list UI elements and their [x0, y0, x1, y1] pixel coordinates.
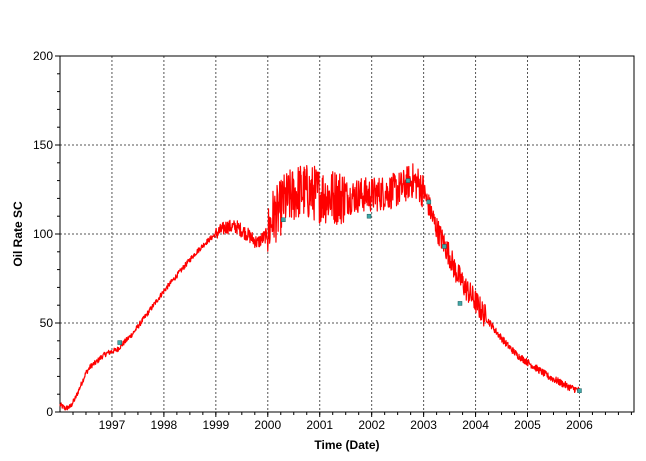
- plot-frame: [59, 55, 635, 413]
- x-tick-label: 2005: [514, 418, 541, 432]
- data-marker: [577, 388, 582, 393]
- y-tick-label: 150: [33, 138, 53, 152]
- data-marker: [426, 199, 432, 205]
- x-tick-label: 2000: [254, 418, 281, 432]
- y-tick-label: 0: [46, 405, 53, 419]
- markers-layer: [117, 178, 582, 393]
- x-tick-label: 2002: [358, 418, 385, 432]
- x-axis-title: Time (Date): [314, 438, 379, 452]
- grid: [60, 56, 634, 412]
- y-tick-label: 200: [33, 49, 53, 63]
- data-marker: [117, 340, 122, 345]
- data-marker: [281, 217, 286, 223]
- x-tick-label: 2001: [306, 418, 333, 432]
- x-tick-label: 1999: [202, 418, 229, 432]
- data-marker: [457, 301, 463, 306]
- x-tick-label: 2006: [566, 418, 593, 432]
- x-tick-labels: 1997 1998 1999 2000 2001 2002 2003 2004 2005 2006: [99, 418, 594, 432]
- y-tick-labels: 0 50 100 150 200: [33, 49, 53, 419]
- axis-ticks: [55, 55, 632, 417]
- x-tick-label: 2003: [410, 418, 437, 432]
- oil-rate-line: [59, 163, 580, 411]
- data-marker: [366, 213, 372, 219]
- x-tick-label: 1998: [151, 418, 178, 432]
- y-tick-label: 50: [40, 316, 54, 330]
- y-tick-label: 100: [33, 227, 53, 241]
- x-tick-label: 2004: [462, 418, 489, 432]
- x-tick-label: 1997: [99, 418, 126, 432]
- y-axis-title: Oil Rate SC: [11, 201, 25, 267]
- data-marker: [405, 178, 411, 183]
- series-layer: [59, 163, 580, 411]
- data-marker: [442, 244, 447, 249]
